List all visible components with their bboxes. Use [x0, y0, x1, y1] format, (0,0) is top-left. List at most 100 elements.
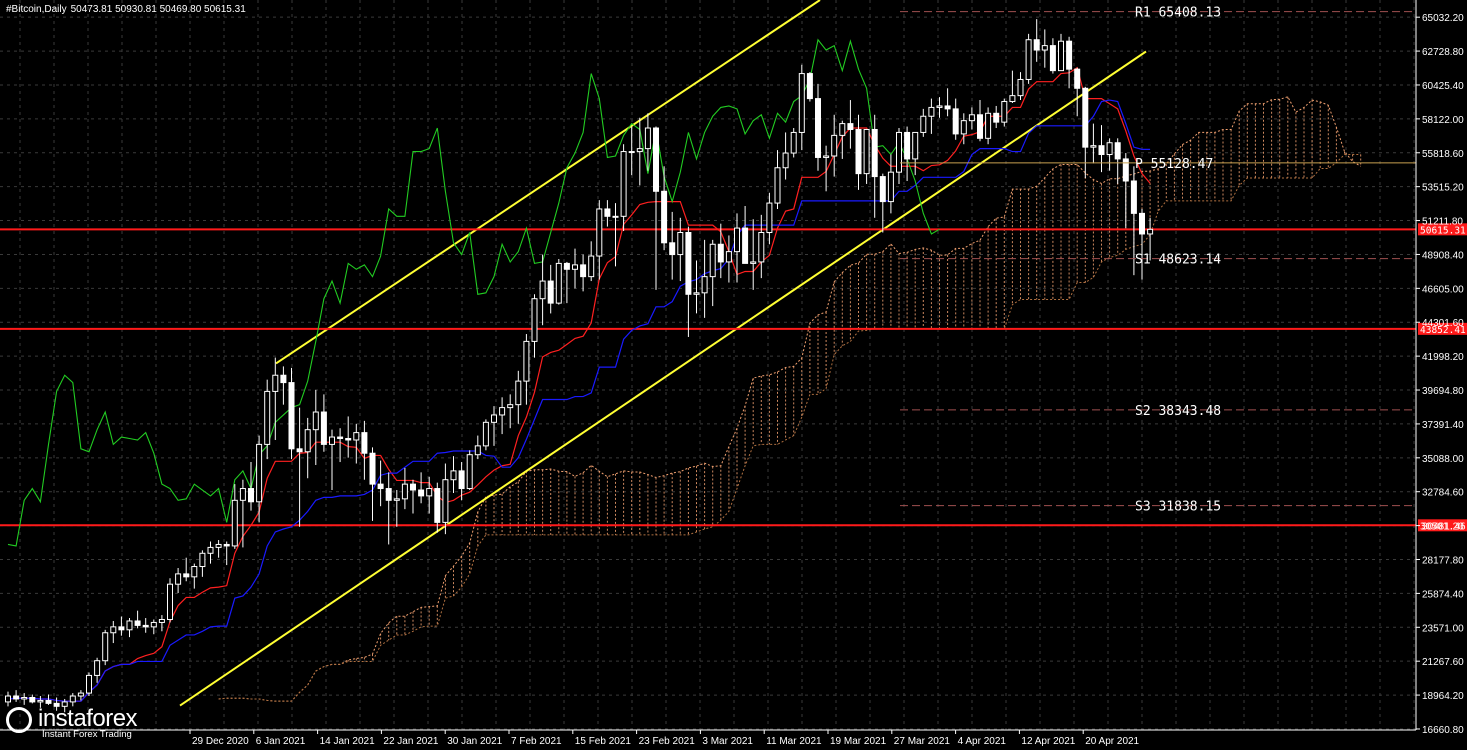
- candle: [871, 114, 878, 218]
- candle: [531, 294, 538, 358]
- brand-tagline: Instant Forex Trading: [42, 729, 132, 740]
- senkou-span-a: [218, 96, 1361, 702]
- bear-candle-body: [944, 105, 951, 110]
- candle: [1114, 138, 1121, 184]
- candle: [426, 476, 433, 514]
- candle: [304, 417, 311, 479]
- candle: [1122, 153, 1129, 229]
- y-tick-label: 16660.80: [1422, 725, 1464, 736]
- candle: [29, 694, 36, 704]
- candle: [507, 394, 514, 429]
- bull-candle-body: [256, 443, 263, 503]
- candle: [896, 128, 902, 184]
- bull-candle-body: [69, 695, 76, 703]
- candle: [855, 114, 862, 190]
- bull-candle-body: [110, 626, 117, 634]
- y-tick-label: 62728.80: [1422, 47, 1464, 58]
- y-tick-label: 44301.60: [1422, 318, 1464, 329]
- candle: [612, 203, 619, 267]
- bear-candle-body: [410, 483, 416, 491]
- candle: [831, 114, 838, 177]
- bull-candle-body: [102, 632, 109, 662]
- bull-candle-body: [766, 202, 773, 233]
- candle: [337, 428, 344, 463]
- candle: [879, 173, 886, 233]
- candle: [1090, 123, 1097, 164]
- bull-candle-body: [523, 340, 530, 382]
- bear-candle-body: [1098, 145, 1105, 156]
- candle: [1017, 72, 1024, 101]
- candle: [45, 694, 52, 705]
- candle: [1066, 36, 1073, 89]
- y-tick-label: 37391.40: [1422, 420, 1464, 431]
- candle: [53, 697, 60, 711]
- candle: [985, 107, 992, 145]
- bear-candle-body: [904, 131, 911, 160]
- bear-candle-body: [871, 128, 878, 178]
- candle: [393, 490, 400, 527]
- bear-candle-body: [742, 227, 749, 264]
- bull-candle-body: [831, 134, 838, 157]
- bull-candle-body: [612, 215, 619, 218]
- candle: [272, 357, 279, 440]
- bear-candle-body: [993, 112, 1000, 123]
- y-tick-label: 18964.20: [1422, 691, 1464, 702]
- bear-candle-body: [815, 98, 821, 158]
- candle: [782, 132, 789, 180]
- bull-candle-body: [555, 262, 562, 304]
- candle: [1001, 98, 1008, 127]
- y-tick-label: 21267.60: [1422, 657, 1464, 668]
- bull-candle-body: [628, 151, 635, 154]
- candle: [1009, 70, 1016, 104]
- bear-candle-body: [418, 489, 425, 497]
- candle: [239, 479, 246, 548]
- candle: [774, 150, 781, 209]
- candle: [628, 126, 635, 176]
- bull-candle-body: [482, 421, 489, 447]
- bear-candle-body: [288, 382, 295, 450]
- candle: [377, 460, 384, 507]
- x-tick-label: 29 Dec 2020: [192, 736, 249, 747]
- bull-candle-body: [329, 436, 335, 445]
- bull-candle-body: [215, 543, 222, 548]
- candle: [725, 235, 732, 283]
- candle: [385, 472, 392, 545]
- pivot-level-label: P 55128.47: [1135, 157, 1213, 172]
- candle: [912, 131, 919, 176]
- bull-candle-body: [61, 701, 68, 707]
- bull-candle-body: [353, 432, 360, 441]
- bear-candle-body: [118, 626, 125, 631]
- candle: [1074, 67, 1081, 117]
- x-tick-label: 19 Mar 2021: [830, 736, 887, 747]
- bull-candle-body: [539, 280, 546, 300]
- candle: [118, 616, 125, 636]
- candle: [231, 484, 238, 549]
- candle: [150, 619, 157, 635]
- bear-candle-body: [434, 488, 441, 523]
- bear-candle-body: [685, 231, 692, 295]
- y-tick-label: 39694.80: [1422, 386, 1464, 397]
- x-tick-label: 3 Mar 2021: [702, 736, 753, 747]
- bull-candle-body: [839, 123, 846, 136]
- y-tick-label: 46605.00: [1422, 284, 1464, 295]
- candle: [264, 379, 271, 460]
- bull-candle-body: [1001, 101, 1008, 123]
- candle: [345, 416, 352, 458]
- bear-candle-body: [320, 411, 327, 445]
- candle: [944, 88, 951, 117]
- candle: [1106, 138, 1113, 171]
- candle: [968, 107, 975, 130]
- bull-candle-body: [167, 583, 173, 621]
- candles: [5, 19, 1154, 713]
- bull-candle-body: [264, 390, 271, 445]
- bull-candle-body: [985, 112, 992, 139]
- candle: [1139, 208, 1145, 280]
- candle: [158, 615, 165, 632]
- bear-candle-body: [142, 624, 149, 628]
- candle: [960, 113, 967, 145]
- pivot-level-label: S1 48623.14: [1135, 253, 1221, 268]
- bull-candle-body: [644, 127, 651, 150]
- candle: [523, 334, 530, 405]
- chart-title: #Bitcoin,Daily 50473.81 50930.81 50469.80…: [6, 4, 246, 15]
